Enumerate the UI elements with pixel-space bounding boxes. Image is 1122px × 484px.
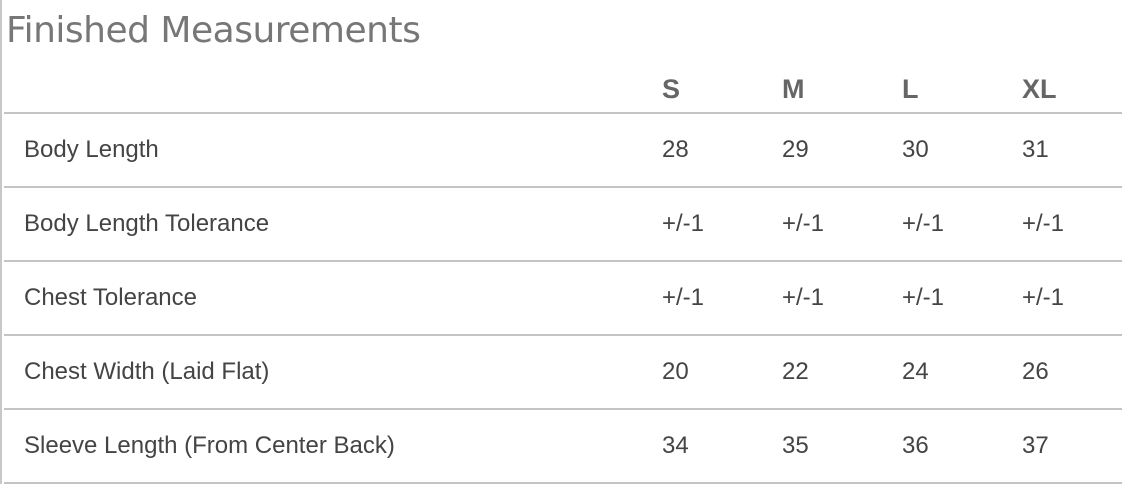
row-label: Body Length Tolerance xyxy=(24,210,270,237)
row-value-xl: 37 xyxy=(1022,432,1049,459)
row-label: Chest Tolerance xyxy=(24,284,197,311)
header-size-s: S xyxy=(662,74,681,104)
row-value-xl: 26 xyxy=(1022,358,1049,385)
row-value-m: 29 xyxy=(782,136,809,163)
row-value-l: 30 xyxy=(902,136,929,163)
row-value-xl: +/-1 xyxy=(1022,210,1065,237)
row-value-s: 28 xyxy=(662,136,689,163)
table-row: Chest Tolerance +/-1 +/-1 +/-1 +/-1 xyxy=(4,262,1122,336)
row-value-l: +/-1 xyxy=(902,284,945,311)
row-value-l: 24 xyxy=(902,358,929,385)
row-value-m: +/-1 xyxy=(782,210,825,237)
table-row: Chest Width (Laid Flat) 20 22 24 26 xyxy=(4,336,1122,410)
table-row: Body Length 28 29 30 31 xyxy=(4,114,1122,188)
row-value-m: +/-1 xyxy=(782,284,825,311)
row-value-s: +/-1 xyxy=(662,210,705,237)
row-value-xl: 31 xyxy=(1022,136,1049,163)
row-value-m: 35 xyxy=(782,432,809,459)
table-row: Body Length Tolerance +/-1 +/-1 +/-1 +/-1 xyxy=(4,188,1122,262)
row-label: Sleeve Length (From Center Back) xyxy=(24,432,395,459)
row-label: Chest Width (Laid Flat) xyxy=(24,358,270,385)
row-value-s: 20 xyxy=(662,358,689,385)
header-size-l: L xyxy=(902,74,919,104)
row-value-l: 36 xyxy=(902,432,929,459)
table-row: Sleeve Length (From Center Back) 34 35 36 37 xyxy=(4,410,1122,484)
header-size-m: M xyxy=(782,74,805,104)
row-value-m: 22 xyxy=(782,358,809,385)
row-label: Body Length xyxy=(24,136,159,163)
row-value-xl: +/-1 xyxy=(1022,284,1065,311)
row-value-s: 34 xyxy=(662,432,689,459)
header-divider xyxy=(4,112,1122,114)
header-size-xl: XL xyxy=(1022,74,1057,104)
table-title: Finished Measurements xyxy=(6,10,421,51)
row-value-l: +/-1 xyxy=(902,210,945,237)
row-value-s: +/-1 xyxy=(662,284,705,311)
